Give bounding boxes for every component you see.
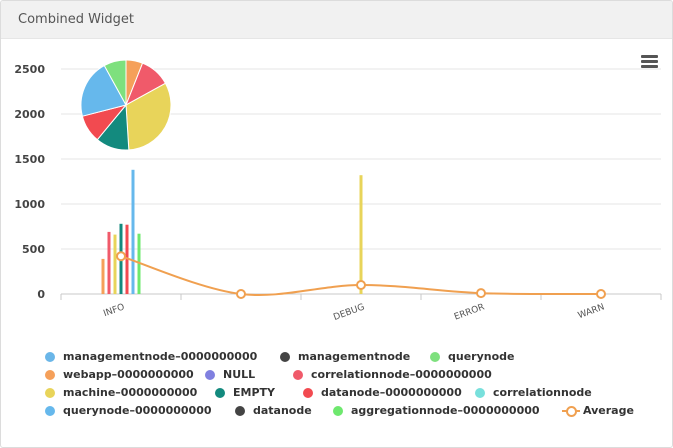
legend-label: webapp–0000000000 [63,368,194,381]
legend-color-dot [280,352,290,362]
x-axis: INFO DEBUG ERROR WARN [60,293,662,323]
y-tick-label: 1500 [14,153,45,166]
x-tick-label: DEBUG [332,302,366,322]
legend-label: EMPTY [233,386,275,399]
chart-legend: managementnode–0000000000 managementnode q… [45,348,665,420]
legend-color-dot [45,352,55,362]
y-tick-label: 0 [37,288,45,301]
legend-row: querynode–0000000000 datanode aggregationn… [45,402,665,420]
legend-label: machine–0000000000 [63,386,198,399]
y-tick-label: 500 [22,243,45,256]
legend-label: querynode [448,350,515,363]
bar [107,231,111,294]
pie-chart [80,59,172,151]
average-point [476,288,486,299]
y-axis: 0 500 1000 1500 2000 2500 [14,63,45,301]
x-tick-label: WARN [577,302,606,321]
y-tick-label: 2500 [14,63,45,76]
legend-row: managementnode–0000000000 managementnode q… [45,348,665,366]
bar [137,233,141,294]
hamburger-menu-icon[interactable] [641,55,658,69]
average-series [116,251,606,299]
bar-series [101,169,483,294]
legend-color-dot [45,370,55,380]
widget-header: Combined Widget [1,1,672,39]
bar [113,234,117,294]
legend-row: machine–0000000000 EMPTY datanode–00000000… [45,384,665,402]
legend-color-dot [430,352,440,362]
legend-color-dot [293,370,303,380]
legend-color-dot [333,406,343,416]
y-tick-label: 1000 [14,198,45,211]
legend-label: datanode [253,404,312,417]
widget-title: Combined Widget [18,12,134,27]
average-point [596,289,606,299]
x-tick-label: ERROR [453,302,486,322]
pie-slice [103,59,127,106]
legend-ring-marker [566,406,577,417]
x-tick-label: INFO [102,302,126,319]
legend-label: datanode–0000000000 [321,386,462,399]
y-tick-label: 2000 [14,108,45,121]
average-point [236,289,246,299]
average-point [356,280,366,290]
bar [359,175,363,294]
legend-label: correlationnode [493,386,592,399]
legend-label: correlationnode–0000000000 [311,368,492,381]
legend-color-dot [205,370,215,380]
bar [101,258,105,294]
legend-color-dot [45,388,55,398]
legend-color-dot [303,388,313,398]
legend-color-dot [215,388,225,398]
legend-label: managementnode [298,350,411,363]
combined-chart: 0 500 1000 1500 2000 2500 INFO DEBUG ERROR WARN [14,59,662,323]
legend-color-dot [475,388,485,398]
legend-color-dot [235,406,245,416]
legend-label: NULL [223,368,256,381]
legend-label: Average [583,404,634,417]
bar [131,169,135,294]
bar [125,224,129,294]
legend-row: webapp–0000000000 NULL correlationnode–000… [45,366,665,384]
legend-label: querynode–0000000000 [63,404,212,417]
pie-slice [125,82,172,151]
legend-label: aggregationnode–0000000000 [351,404,540,417]
legend-color-dot [45,406,55,416]
average-point [116,251,126,262]
pie-slice [80,64,127,117]
legend-label: managementnode–0000000000 [63,350,258,363]
